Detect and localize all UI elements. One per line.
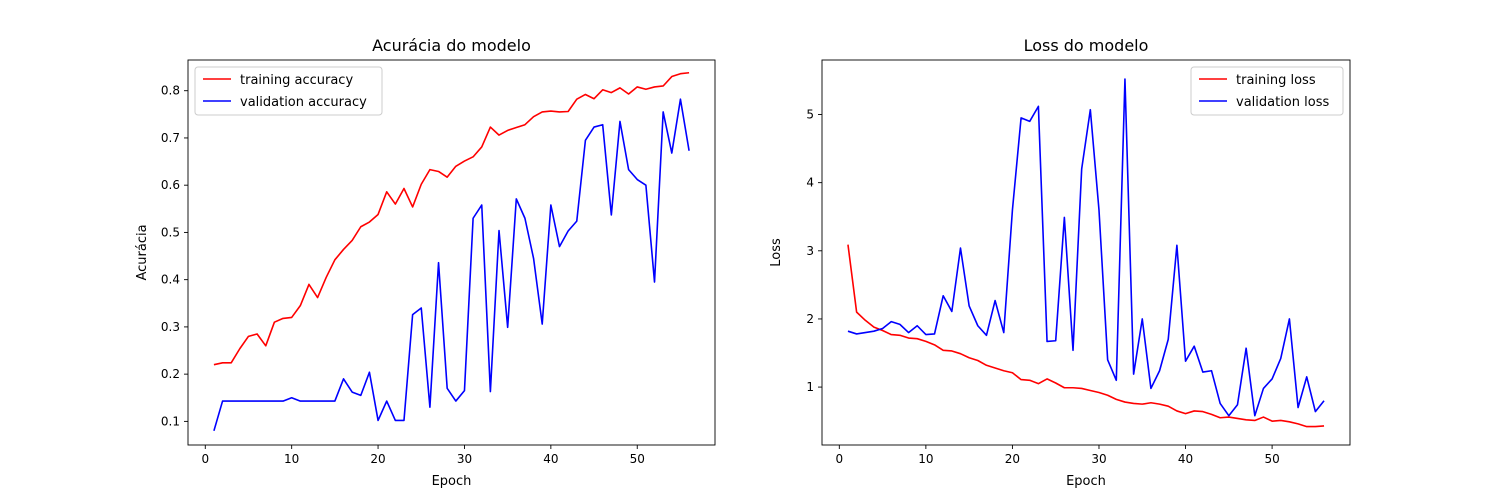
loss-legend-label: training loss [1236,73,1316,88]
loss-ytick-label: 4 [806,176,814,190]
accuracy-ytick-label: 0.6 [161,178,180,192]
accuracy-series-training-line [213,71,690,366]
loss-series-training-line [847,244,1325,428]
loss-xtick-label: 0 [835,452,843,466]
loss-chart: Loss do modelo Epoch Loss 0 10 20 30 40 50 1 2 3… [769,36,1351,489]
accuracy-xtick-label: 30 [457,452,472,466]
accuracy-legend-label: validation accuracy [240,95,367,110]
loss-chart-xlabel: Epoch [1066,474,1106,489]
accuracy-ytick-label: 0.2 [161,367,180,381]
accuracy-xtick-label: 0 [201,452,209,466]
accuracy-chart: Acurácia do modelo Epoch Acurácia 0 10 20 3… [135,36,716,489]
loss-ytick-label: 5 [806,108,814,122]
accuracy-axes-frame [187,59,716,446]
accuracy-chart-xlabel: Epoch [432,474,472,489]
loss-legend-label: validation loss [1236,95,1329,110]
accuracy-ytick-label: 0.3 [161,320,180,334]
loss-xtick-label: 50 [1264,452,1279,466]
accuracy-ytick-label: 0.5 [161,225,180,239]
loss-chart-title: Loss do modelo [1024,36,1149,55]
accuracy-chart-title: Acurácia do modelo [372,36,531,55]
accuracy-ytick-label: 0.1 [161,414,180,428]
accuracy-ytick-label: 0.4 [161,273,180,287]
loss-series-validation-line [847,78,1325,417]
accuracy-xtick-label: 10 [284,452,299,466]
loss-legend: training loss validation loss [1190,66,1344,116]
accuracy-legend-label: training accuracy [240,73,353,88]
loss-ytick-label: 1 [806,380,814,394]
loss-xtick-label: 20 [1005,452,1020,466]
accuracy-series-validation-line [213,98,690,432]
loss-axes-frame [821,59,1351,446]
accuracy-xtick-label: 20 [370,452,385,466]
loss-chart-ylabel: Loss [769,238,784,267]
accuracy-xtick-label: 40 [543,452,558,466]
accuracy-ytick-label: 0.8 [161,84,180,98]
accuracy-chart-ylabel: Acurácia [135,224,150,280]
accuracy-xtick-label: 50 [630,452,645,466]
loss-xtick-label: 30 [1091,452,1106,466]
loss-legend-box [1190,66,1344,116]
loss-xtick-label: 10 [918,452,933,466]
accuracy-ytick-label: 0.7 [161,131,180,145]
loss-ytick-label: 2 [806,312,814,326]
loss-ytick-label: 3 [806,244,814,258]
accuracy-legend-box [194,66,383,116]
accuracy-legend: training accuracy validation accuracy [194,66,383,116]
loss-xtick-label: 40 [1178,452,1193,466]
